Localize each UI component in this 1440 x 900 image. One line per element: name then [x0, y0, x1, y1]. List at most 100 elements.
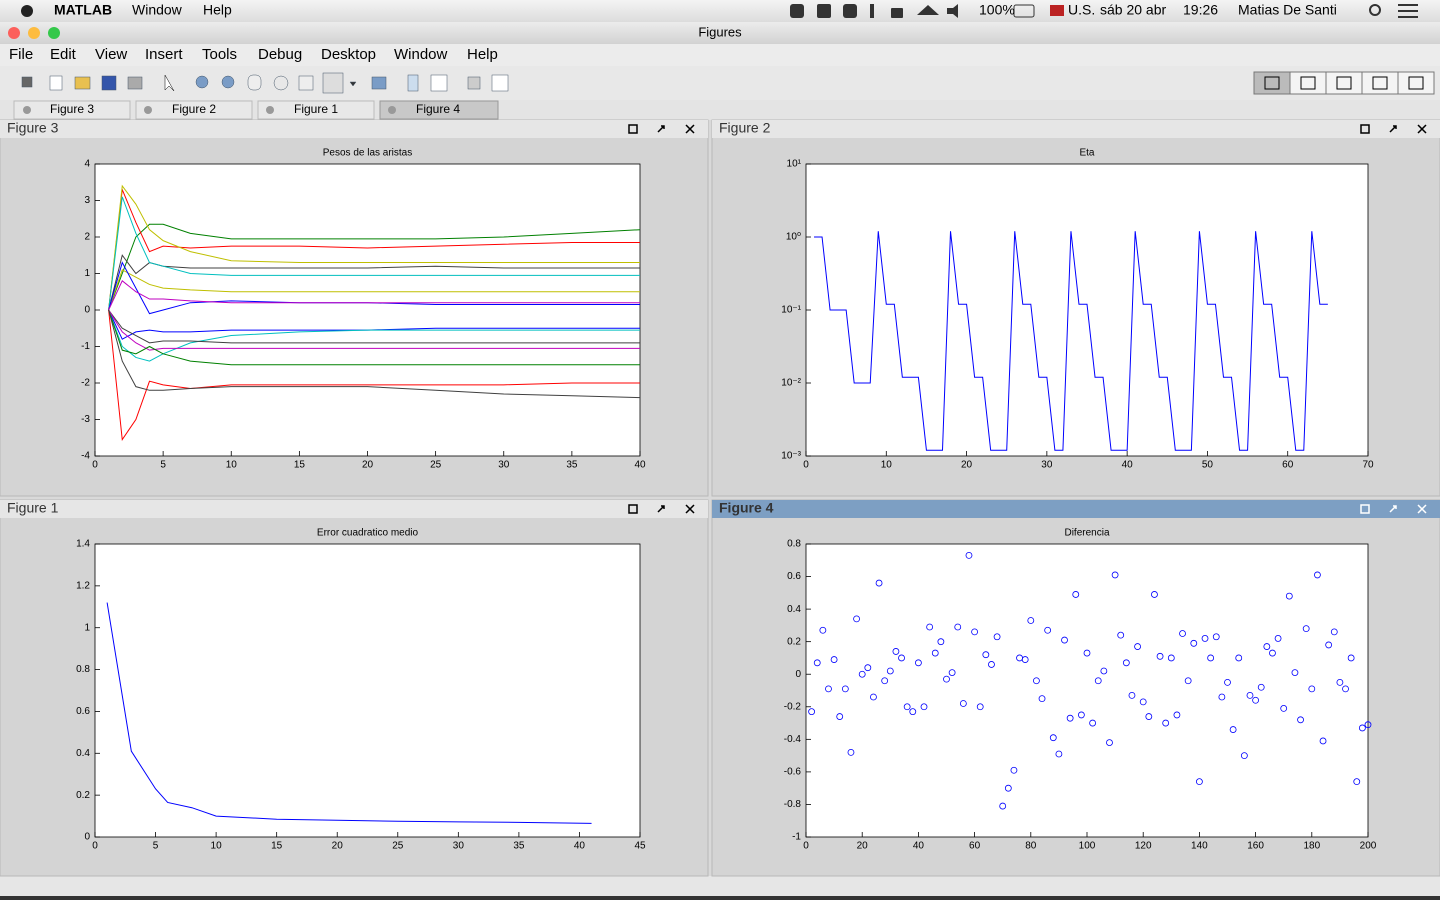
menu-item[interactable]: Window	[394, 46, 448, 63]
apple-icon[interactable]	[21, 5, 33, 17]
y-tick-label: 1.4	[76, 539, 90, 550]
data-point	[875, 579, 883, 587]
layout-buttons[interactable]	[1253, 71, 1435, 95]
tab[interactable]	[135, 100, 253, 120]
minimize-button[interactable]	[28, 27, 40, 39]
tab[interactable]	[13, 100, 131, 120]
date[interactable]: sáb 20 abr	[1100, 2, 1166, 18]
data-line	[108, 309, 640, 362]
zoom-button[interactable]	[48, 27, 60, 39]
x-tick-label: 0	[92, 841, 98, 852]
tab-label[interactable]: Figure 4	[416, 102, 460, 116]
maximize-button[interactable]	[628, 124, 638, 134]
close-button[interactable]	[685, 124, 695, 134]
undock-button[interactable]	[1389, 505, 1397, 513]
y-tick-label: 10⁰	[786, 232, 801, 243]
data-point	[1274, 635, 1282, 642]
window-title: Figures	[698, 24, 742, 39]
x-tick-label: 35	[513, 841, 525, 852]
tab[interactable]	[257, 100, 375, 120]
menu-item[interactable]: View	[95, 46, 127, 63]
data-point	[915, 659, 922, 667]
data-point	[999, 802, 1007, 810]
data-line	[108, 261, 640, 315]
y-tick-label: 3	[84, 195, 90, 206]
data-point	[926, 623, 934, 631]
y-tick-label: -0.8	[784, 799, 802, 810]
y-tick-label: -1	[792, 832, 801, 843]
panel-title: Figure 3	[7, 120, 59, 136]
toolbar-buttons[interactable]	[21, 72, 509, 94]
data-point	[1224, 678, 1231, 686]
menu-item[interactable]: Help	[467, 46, 498, 63]
menu-item[interactable]: Debug	[258, 46, 302, 63]
menu-item[interactable]: Tools	[202, 46, 237, 63]
undock-button[interactable]	[1389, 125, 1397, 133]
data-line	[108, 280, 640, 311]
chart-title: Eta	[1079, 148, 1094, 159]
x-tick-label: 100	[1079, 841, 1096, 852]
tab-label[interactable]: Figure 1	[294, 102, 338, 116]
close-button[interactable]	[8, 27, 20, 39]
undock-button[interactable]	[657, 505, 665, 513]
y-tick-label: 0	[84, 305, 90, 316]
x-tick-label: 40	[634, 460, 646, 471]
x-tick-label: 0	[803, 841, 809, 852]
y-tick-label: 2	[84, 232, 90, 243]
data-point	[971, 628, 978, 636]
menu-item[interactable]: Desktop	[321, 46, 376, 63]
tab-active[interactable]	[379, 100, 499, 120]
data-point	[1111, 571, 1119, 579]
data-point	[954, 623, 962, 631]
y-tick-label: 0.2	[787, 636, 801, 647]
y-tick-label: 1	[84, 622, 90, 633]
menu-item[interactable]: Insert	[145, 46, 183, 63]
data-point	[1021, 656, 1029, 663]
undock-button[interactable]	[657, 125, 665, 133]
data-point	[1330, 628, 1338, 636]
axes	[94, 543, 641, 838]
menu-bar	[0, 44, 1440, 66]
y-tick-label: 0.2	[76, 790, 90, 801]
y-tick-label: 4	[84, 159, 90, 170]
x-tick-label: 15	[271, 841, 283, 852]
close-button[interactable]	[685, 504, 695, 514]
menu-item[interactable]: File	[9, 46, 33, 63]
data-point	[1358, 724, 1366, 732]
tab-label[interactable]: Figure 2	[172, 102, 216, 116]
x-tick-label: 5	[160, 460, 166, 471]
toolbar	[0, 66, 1440, 100]
battery-status[interactable]: 100%	[979, 2, 1015, 18]
data-point	[1196, 778, 1203, 786]
data-point	[1347, 654, 1355, 662]
data-point	[1089, 719, 1097, 727]
x-tick-label: 35	[566, 460, 578, 471]
data-point	[1134, 643, 1141, 650]
maximize-button[interactable]	[1360, 124, 1370, 134]
system-menu[interactable]: Help	[203, 2, 232, 18]
x-tick-label: 60	[969, 841, 981, 852]
data-point	[1010, 766, 1018, 774]
data-point	[903, 703, 911, 711]
panel-title: Figure 4	[719, 500, 774, 516]
data-point	[1156, 652, 1164, 660]
data-point	[1190, 639, 1198, 647]
maximize-button[interactable]	[628, 504, 638, 514]
app-name[interactable]: MATLAB	[54, 2, 112, 18]
data-point	[1252, 696, 1259, 704]
data-point	[836, 713, 844, 720]
menu-item[interactable]: Edit	[50, 46, 77, 63]
system-menu[interactable]: Window	[132, 2, 183, 18]
tab-label[interactable]: Figure 3	[50, 102, 94, 116]
time[interactable]: 19:26	[1183, 2, 1218, 18]
data-point	[1336, 678, 1344, 686]
maximize-button[interactable]	[1360, 504, 1370, 514]
close-button[interactable]	[1417, 124, 1427, 134]
user-name[interactable]: Matias De Santi	[1238, 2, 1337, 18]
data-point	[1319, 737, 1327, 745]
close-button[interactable]	[1417, 504, 1427, 514]
y-tick-label: 0.4	[76, 748, 90, 759]
input-source[interactable]: U.S.	[1068, 2, 1095, 18]
tab-close-icons[interactable]	[23, 106, 396, 114]
status-icons	[790, 4, 1418, 18]
